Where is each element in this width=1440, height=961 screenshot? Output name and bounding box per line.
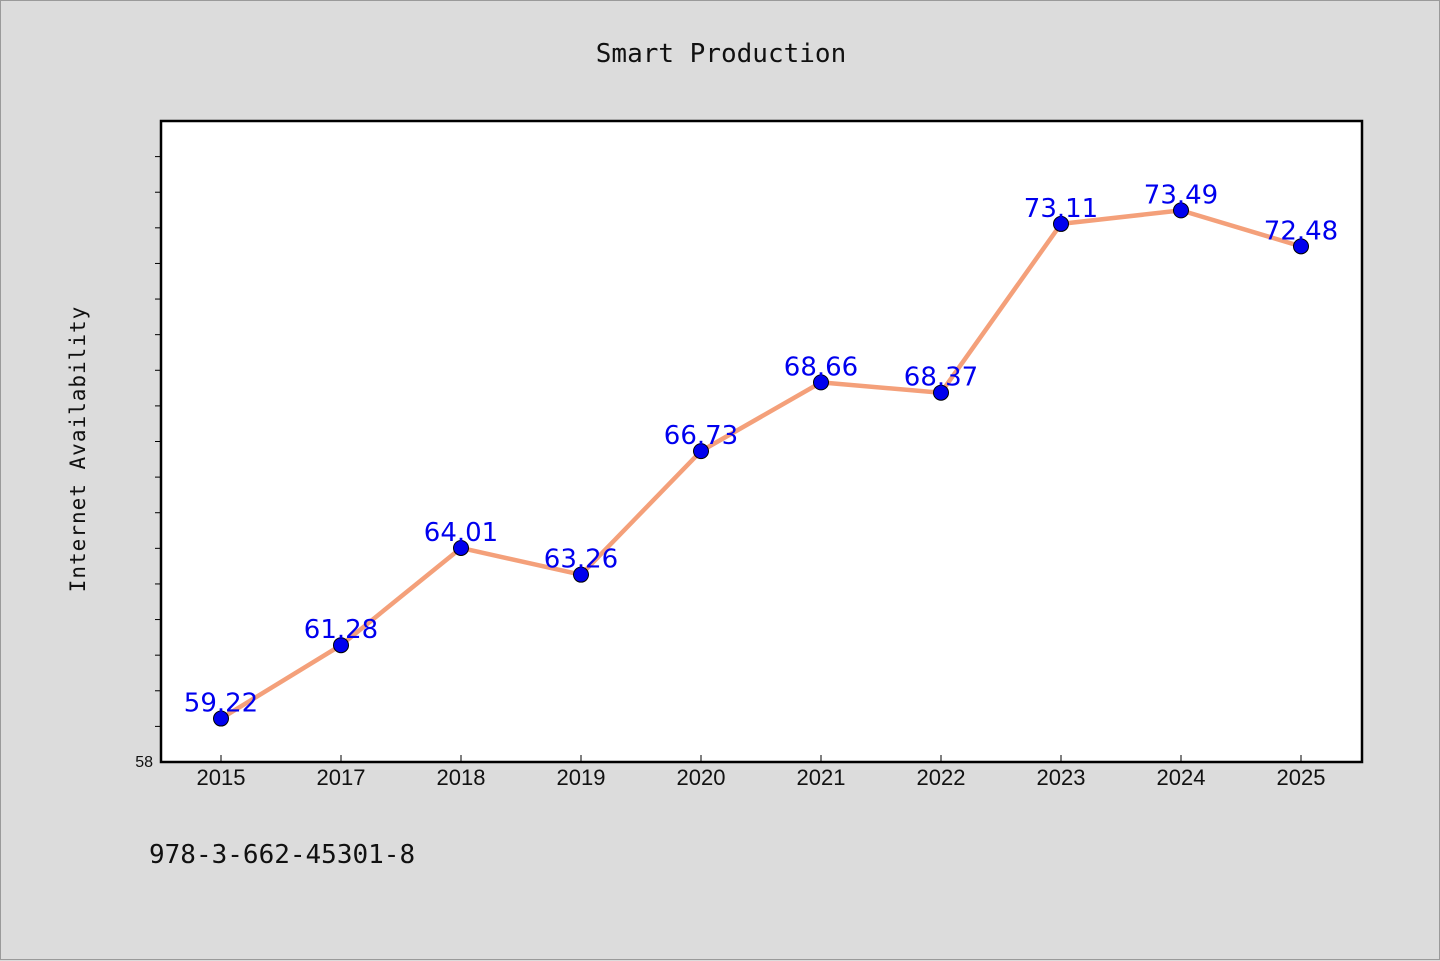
data-point-2025	[1293, 238, 1309, 255]
x-tick-label: 2017	[317, 765, 366, 790]
data-point-2022	[933, 384, 949, 401]
data-markers	[213, 202, 1309, 727]
y-axis-label: Internet Availability	[66, 306, 90, 593]
data-label-2025: 72.48	[1264, 216, 1338, 246]
data-point-2015	[213, 710, 229, 727]
data-point-2021	[813, 374, 829, 391]
x-tick-label: 2023	[1037, 765, 1086, 790]
x-tick-label: 2025	[1277, 765, 1326, 790]
data-labels: 59.22 61.28 64.01 63.26 66.73 68.66 68.37 73.11…	[184, 180, 1338, 718]
data-point-2023	[1053, 215, 1069, 232]
y-tick-label: 58	[135, 754, 153, 771]
data-point-2019	[573, 566, 589, 583]
data-label-2018: 64.01	[424, 518, 498, 548]
data-point-2020	[693, 443, 709, 460]
data-label-2022: 68.37	[904, 363, 978, 393]
data-label-2015: 59.22	[184, 689, 258, 719]
x-tick-label: 2020	[677, 765, 726, 790]
data-label-2017: 61.28	[304, 615, 378, 645]
data-label-2019: 63.26	[544, 545, 618, 575]
x-tick-label: 2021	[797, 765, 846, 790]
x-tick-label: 2018	[437, 765, 486, 790]
x-axis-ticks: 2015 2017 2018 2019 2020 2021 2022 2023 2024 2025	[197, 755, 1326, 790]
isbn-text: 978-3-662-45301-8	[149, 840, 415, 870]
data-label-2020: 66.73	[664, 421, 738, 451]
data-label-2023: 73.11	[1024, 194, 1098, 224]
data-label-2024: 73.49	[1144, 180, 1218, 210]
chart-title: Smart Production	[596, 39, 846, 69]
x-tick-label: 2022	[917, 765, 966, 790]
data-point-2017	[333, 637, 349, 654]
x-tick-label: 2024	[1157, 765, 1206, 790]
series-line	[219, 208, 1302, 721]
x-tick-label: 2019	[557, 765, 606, 790]
plot-area	[159, 119, 1364, 764]
y-axis-ticks: 58	[135, 156, 161, 771]
data-point-2024	[1173, 202, 1189, 219]
x-tick-label: 2015	[197, 765, 246, 790]
data-point-2018	[453, 539, 469, 556]
data-label-2021: 68.66	[784, 352, 858, 382]
series-line-group	[219, 208, 1302, 721]
